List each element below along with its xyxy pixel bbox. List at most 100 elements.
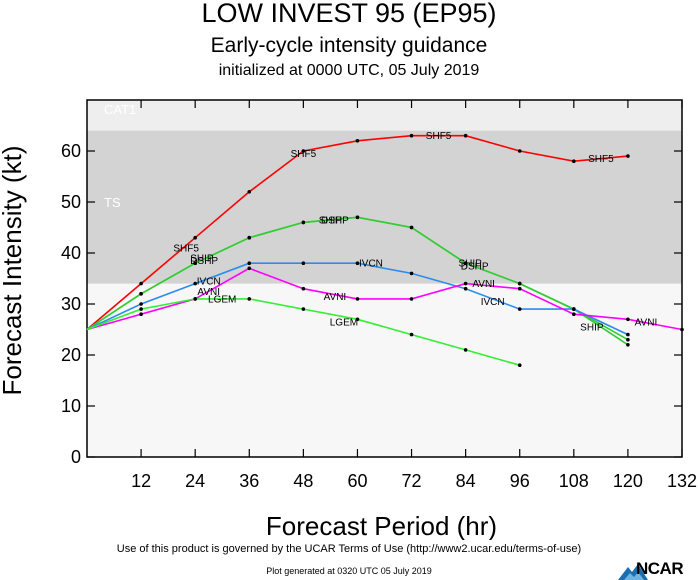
series-label-avni: AVNI [197, 287, 220, 298]
generated-time: Plot generated at 0320 UTC 05 July 2019 [266, 566, 432, 576]
series-label-ivcn: IVCN [481, 297, 505, 308]
x-tick-label: 24 [185, 471, 205, 491]
series-label-avni: AVNI [324, 292, 347, 303]
y-tick-label: 0 [71, 447, 81, 467]
data-point-lgem [193, 297, 197, 301]
y-tick-label: 60 [61, 141, 81, 161]
data-point-ivcn [139, 302, 143, 306]
data-point-lgem [247, 297, 252, 301]
data-point-shf5 [409, 133, 414, 138]
data-point-avni [572, 312, 576, 317]
data-point-avni [680, 327, 684, 332]
x-axis-title: Forecast Period (hr) [266, 511, 497, 540]
series-label-shf5: SHF5 [173, 243, 199, 254]
data-point-avni [626, 317, 630, 322]
x-tick-label: 12 [131, 471, 151, 491]
data-point-avni [463, 281, 468, 286]
data-point-ship [193, 261, 197, 266]
data-point-ivcn [517, 307, 522, 311]
y-tick-label: 50 [61, 192, 81, 212]
ncar-logo-icon [618, 564, 648, 580]
data-point-ship [139, 292, 143, 296]
series-label-shf5: SHF5 [291, 149, 317, 160]
series-label-ship: SHIP [319, 215, 343, 226]
x-tick-label: 96 [510, 471, 530, 491]
data-point-lgem [301, 307, 306, 311]
chart-title: LOW INVEST 95 (EP95) [201, 0, 497, 28]
y-tick-label: 20 [61, 345, 81, 365]
x-tick-label: 48 [293, 471, 313, 491]
series-label-dshp: DSHP [190, 256, 218, 267]
y-tick-label: 40 [61, 243, 81, 263]
series-label-ship: SHIP [190, 254, 214, 265]
data-point-ivcn [572, 307, 576, 311]
ncar-logo-text: NCAR [636, 559, 684, 578]
series-label-shf5: SHF5 [426, 131, 452, 142]
series-label-avni: AVNI [472, 279, 495, 290]
series-label-avni: AVNI [635, 317, 658, 328]
data-point-shf5 [355, 139, 360, 143]
x-tick-label: 108 [559, 471, 589, 491]
data-point-avni [517, 286, 522, 291]
series-label-ivcn: IVCN [359, 259, 383, 270]
y-axis-title: Forecast Intensity (kt) [0, 146, 27, 396]
chart-subtitle: Early-cycle intensity guidance [210, 34, 488, 57]
band-cat1 [87, 100, 682, 131]
terms-of-use: Use of this product is governed by the U… [116, 543, 582, 555]
data-point-avni [139, 312, 143, 317]
series-label-ship: SHIP [580, 322, 604, 333]
data-point-ivcn [193, 281, 197, 286]
data-point-avni [409, 297, 414, 301]
data-point-ivcn [626, 332, 630, 337]
data-point-ship [463, 261, 468, 266]
data-point-shf5 [572, 159, 576, 163]
data-point-ship [301, 220, 306, 225]
data-point-shf5 [301, 149, 306, 153]
data-point-lgem [355, 317, 360, 322]
series-label-dshp: DSHP [321, 215, 349, 226]
data-point-ship [409, 225, 414, 230]
band-label-ts: TS [104, 195, 121, 210]
data-point-lgem [139, 307, 143, 311]
series-label-shf5: SHF5 [588, 154, 614, 165]
series-label-dshp: DSHP [461, 261, 489, 272]
data-point-shf5 [139, 281, 143, 286]
data-point-shf5 [463, 133, 468, 138]
band-ts [87, 130, 682, 284]
x-tick-label: 72 [402, 471, 422, 491]
data-point-lgem [463, 348, 468, 352]
y-tick-label: 30 [61, 294, 81, 314]
data-point-ivcn [463, 286, 468, 291]
series-label-lgem: LGEM [330, 317, 358, 328]
data-point-ship [517, 281, 522, 286]
x-tick-label: 132 [667, 471, 697, 491]
data-point-ivcn [409, 271, 414, 276]
data-point-ship [355, 215, 360, 220]
series-label-lgem: LGEM [208, 294, 236, 305]
x-tick-label: 36 [239, 471, 259, 491]
data-point-dshp [626, 337, 630, 342]
init-time: initialized at 0000 UTC, 05 July 2019 [218, 62, 480, 79]
series-label-ship: SHIP [458, 259, 482, 270]
data-point-avni [301, 286, 306, 291]
band-label-cat1: CAT1 [104, 102, 136, 117]
data-point-ivcn [355, 261, 360, 266]
intensity-chart: TS CAT1 0 10 20 30 40 50 60 12 24 36 48 60 72 84 96 108 12… [0, 99, 697, 540]
series-label-ivcn: IVCN [197, 277, 221, 288]
plot-frame [86, 99, 683, 458]
series-line-avni [86, 267, 683, 331]
data-point-lgem [409, 332, 414, 337]
data-point-shf5 [517, 149, 522, 153]
data-point-shf5 [193, 235, 197, 240]
y-tick-label: 10 [61, 396, 81, 416]
x-tick-label: 84 [456, 471, 476, 491]
data-point-ship [626, 343, 630, 347]
data-point-ship [247, 235, 252, 240]
data-point-shf5 [626, 154, 630, 158]
data-point-ivcn [301, 261, 306, 266]
data-point-avni [355, 297, 360, 301]
data-point-avni [247, 266, 252, 271]
x-tick-label: 60 [347, 471, 367, 491]
data-point-lgem [517, 363, 522, 368]
data-point-shf5 [247, 190, 252, 194]
